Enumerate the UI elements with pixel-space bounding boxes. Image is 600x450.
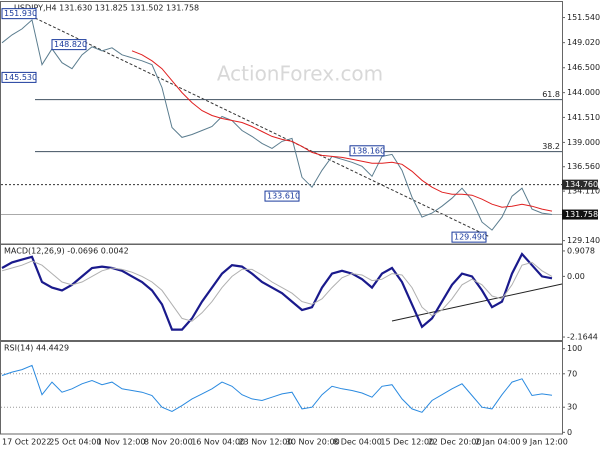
rsi-panel (0, 341, 563, 435)
annotation: 151.930 (4, 9, 37, 18)
last-price-label: 131.758 (565, 210, 598, 219)
fib-label: 38.2 (542, 142, 560, 151)
macd-title: MACD(12,26,9) -0.0696 0.0042 (4, 247, 129, 256)
series-line (1, 18, 553, 231)
y-tick-label: 0.00 (567, 272, 585, 281)
y-tick-label: 151.540 (567, 13, 600, 22)
y-tick-label: 134.110 (567, 187, 600, 196)
last-price-bg (562, 209, 598, 220)
x-tick-label: 8 Dec 04:00 (333, 438, 382, 447)
x-tick-label: 23 Nov 12:00 (239, 438, 293, 447)
annotation-box (1, 8, 37, 20)
x-tick-label: 17 Oct 2022 (2, 438, 51, 447)
x-tick-label: 15 Dec 12:00 (380, 438, 434, 447)
annotation: 129.490 (454, 233, 487, 242)
series-line (1, 252, 553, 331)
y-tick-label: 0.9078 (567, 246, 595, 255)
macd-panel (0, 244, 563, 341)
y-tick-label: -2.1644 (567, 333, 598, 342)
y-tick-label: 0 (567, 428, 572, 437)
y-tick-label: 141.510 (567, 113, 600, 122)
series-line (1, 260, 553, 322)
x-tick-label: 8 Nov 20:00 (144, 438, 193, 447)
x-tick-label: 22 Dec 20:00 (428, 438, 482, 447)
annotation-box (51, 39, 87, 51)
annotation: 145.530 (4, 73, 37, 82)
rsi-title: RSI(14) 44.4429 (4, 344, 69, 353)
y-tick-label: 129.140 (567, 236, 600, 245)
series-line (1, 364, 553, 413)
header: USDJPY,H4 131.630 131.825 131.502 131.75… (14, 4, 199, 13)
watermark: ActionForex.com (217, 62, 383, 86)
annotation-box (264, 190, 300, 202)
x-tick-label: 2 Jan 04:00 (475, 438, 521, 447)
y-tick-label: 149.020 (567, 38, 600, 47)
y-tick-label: 144.000 (567, 88, 600, 97)
x-tick-label: 30 Nov 20:00 (286, 438, 340, 447)
y-tick-label: 146.500 (567, 63, 600, 72)
x-tick-label: 16 Nov 04:00 (191, 438, 245, 447)
annotation: 148.820 (54, 40, 87, 49)
series-line (131, 50, 553, 212)
annotation-box (349, 145, 385, 157)
annotation-box (451, 231, 487, 243)
y-tick-label: 100 (567, 344, 582, 353)
resistance-label-bg (562, 179, 598, 190)
annotation-box (1, 71, 37, 83)
y-tick-label: 139.000 (567, 138, 600, 147)
x-tick-label: 9 Jan 12:00 (522, 438, 568, 447)
x-tick-label: 25 Oct 04:00 (49, 438, 101, 447)
y-tick-label: 136.560 (567, 162, 600, 171)
annotation: 133.610 (267, 192, 300, 201)
fib-label: 61.8 (542, 90, 560, 99)
macd-trend-line (391, 283, 563, 322)
y-tick-label: 70 (567, 369, 577, 378)
y-tick-label: 30 (567, 403, 577, 412)
resistance-label: 134.760 (565, 180, 598, 189)
x-tick-label: 1 Nov 12:00 (97, 438, 146, 447)
annotation: 138.160 (352, 146, 385, 155)
